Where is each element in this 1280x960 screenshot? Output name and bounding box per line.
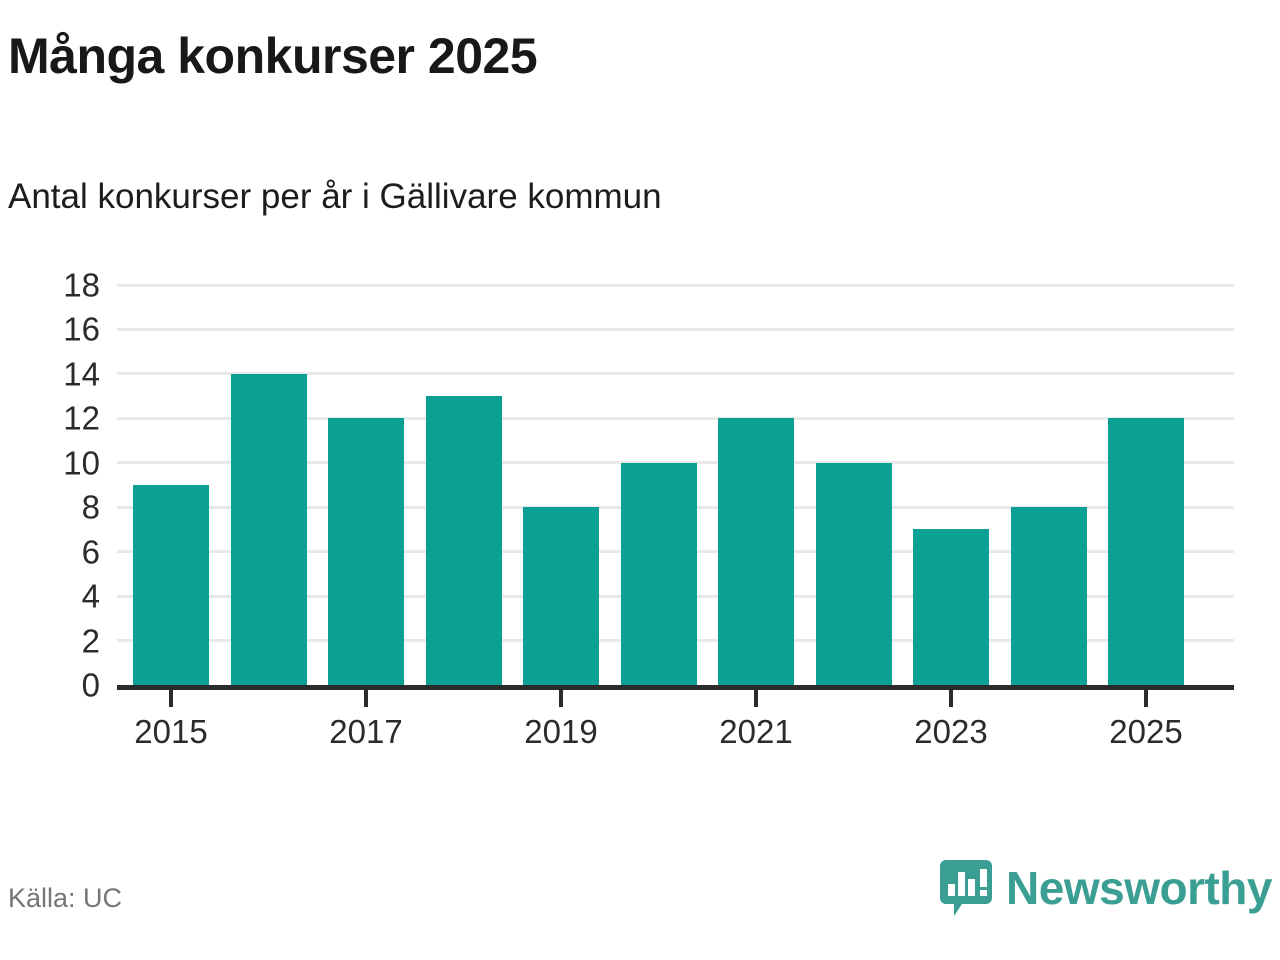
x-axis-tick xyxy=(1144,690,1148,707)
y-axis-tick-label: 12 xyxy=(63,399,100,437)
gridline xyxy=(117,416,1234,420)
newsworthy-bubble-chart-icon xyxy=(940,860,993,916)
y-axis-tick-label: 8 xyxy=(81,488,100,526)
x-axis-tick-label: 2021 xyxy=(719,713,793,750)
bar xyxy=(620,462,697,685)
gridline xyxy=(117,372,1234,376)
logo-wordmark: Newsworthy xyxy=(1006,862,1272,914)
y-axis-tick-label: 10 xyxy=(63,444,100,482)
bar-series xyxy=(117,285,1234,685)
x-axis-line xyxy=(117,685,1234,690)
x-axis-tick-label: 2015 xyxy=(134,713,208,750)
gridline xyxy=(117,283,1234,287)
y-axis-labels: 18 16 14 12 10 8 6 4 2 0 xyxy=(0,269,100,702)
y-axis-tick-label: 0 xyxy=(81,666,100,704)
y-axis-tick-label: 18 xyxy=(63,266,100,304)
x-axis-tick xyxy=(949,690,953,707)
x-axis-tick xyxy=(364,690,368,707)
page-title: Många konkurser 2025 xyxy=(8,28,538,84)
gridline xyxy=(117,461,1234,465)
bar xyxy=(425,396,502,685)
bar xyxy=(815,462,892,685)
x-axis-tick xyxy=(754,690,758,707)
bar-chart: 18 16 14 12 10 8 6 4 2 0 2015 2017 2019 2021 2023 2025 xyxy=(0,260,1280,760)
y-axis-tick-label: 4 xyxy=(81,577,100,615)
y-axis-tick-label: 16 xyxy=(63,310,100,348)
x-axis-tick xyxy=(559,690,563,707)
bar xyxy=(328,418,404,685)
y-axis-tick-label: 6 xyxy=(81,533,100,571)
y-axis-tick-label: 14 xyxy=(63,355,100,393)
y-axis-tick-label: 2 xyxy=(81,622,100,660)
x-axis-tick-label: 2023 xyxy=(914,713,988,750)
bar xyxy=(718,418,794,685)
newsworthy-logo: Newsworthy xyxy=(940,858,1272,918)
bar xyxy=(1108,418,1184,685)
x-axis-tick xyxy=(169,690,173,707)
bar xyxy=(1010,507,1087,685)
bar xyxy=(523,507,599,685)
gridline xyxy=(117,327,1234,331)
plot-area xyxy=(117,283,1234,705)
bar xyxy=(133,485,209,685)
x-axis-tick-label: 2017 xyxy=(329,713,403,750)
source-note: Källa: UC xyxy=(8,883,123,913)
bar xyxy=(913,529,989,685)
x-axis-tick-label: 2019 xyxy=(524,713,598,750)
chart-subtitle: Antal konkurser per år i Gällivare kommu… xyxy=(8,177,662,216)
x-axis-tick-label: 2025 xyxy=(1109,713,1183,750)
bar xyxy=(230,373,307,685)
